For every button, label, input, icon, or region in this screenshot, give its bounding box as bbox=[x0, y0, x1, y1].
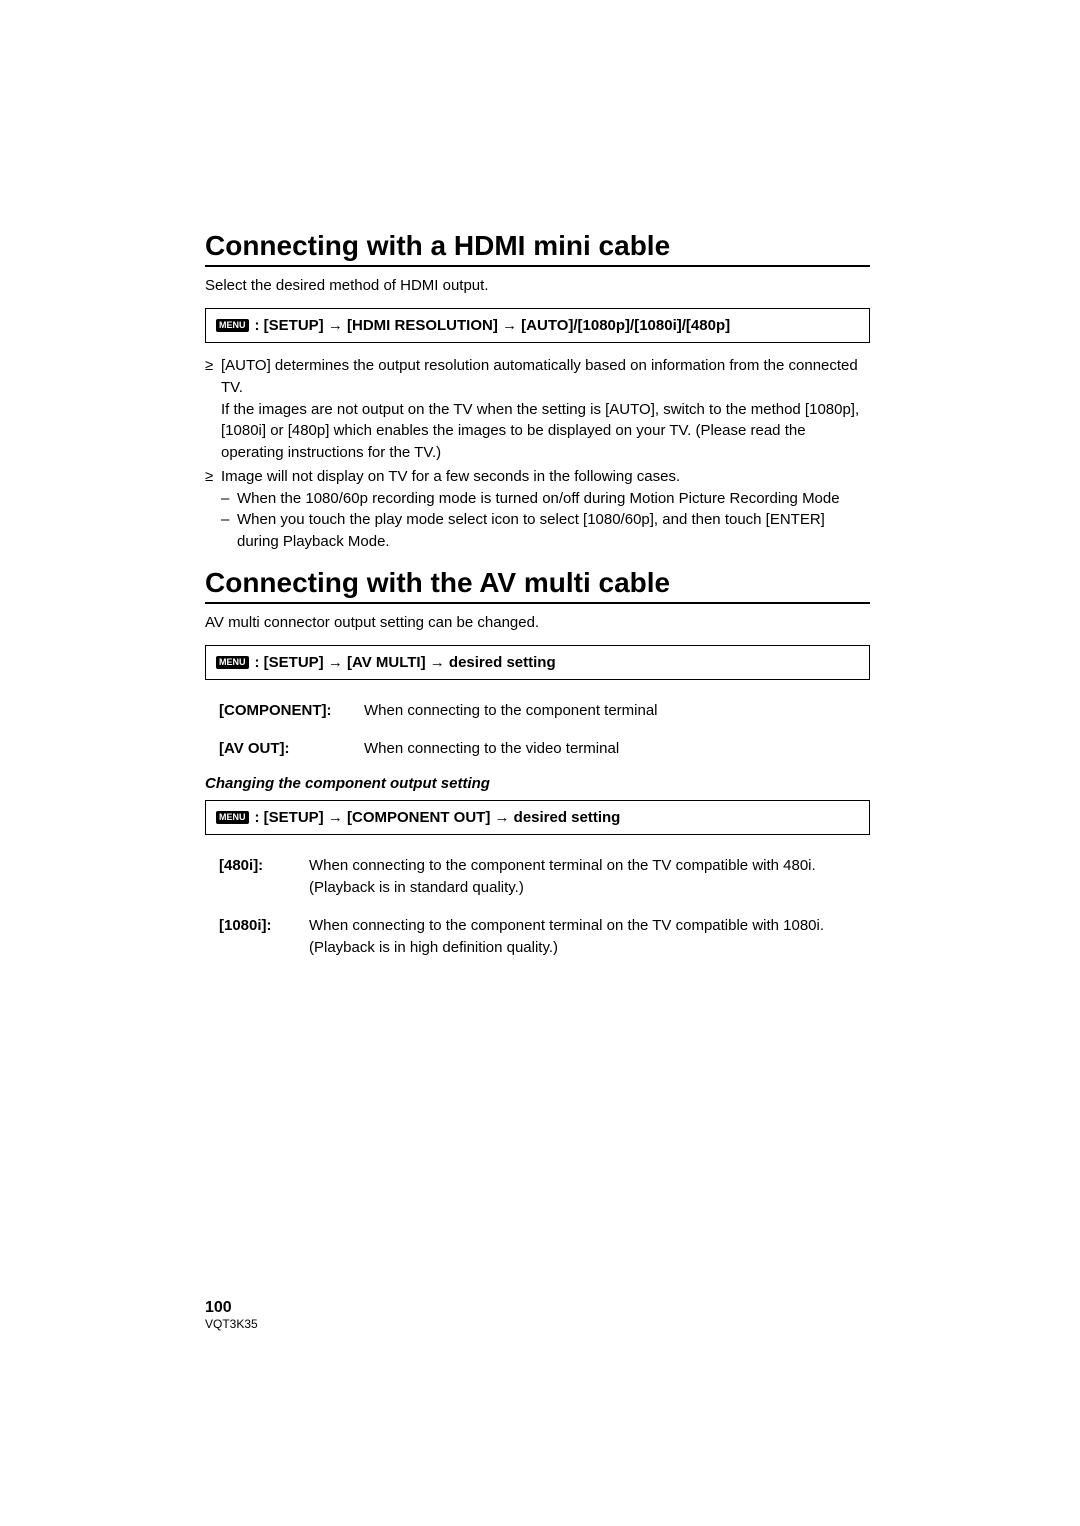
component-options-table: [480i]: When connecting to the component… bbox=[205, 847, 870, 966]
option-label: [1080i]: bbox=[219, 915, 309, 959]
bullet-text: Image will not display on TV for a few s… bbox=[221, 468, 680, 485]
option-row: [AV OUT]: When connecting to the video t… bbox=[205, 730, 870, 768]
component-sub-heading: Changing the component output setting bbox=[205, 775, 870, 792]
hdmi-menu-path: : [SETUP] → [HDMI RESOLUTION] → [AUTO]/[… bbox=[255, 317, 731, 334]
av-options-table: [COMPONENT]: When connecting to the comp… bbox=[205, 692, 870, 768]
option-desc: When connecting to the component termina… bbox=[364, 700, 860, 722]
hdmi-menu-box: MENU : [SETUP] → [HDMI RESOLUTION] → [AU… bbox=[205, 308, 870, 343]
bullet-item: Image will not display on TV for a few s… bbox=[205, 466, 870, 553]
sub-bullet-item: When you touch the play mode select icon… bbox=[221, 509, 870, 553]
option-label: [COMPONENT]: bbox=[219, 700, 364, 722]
av-menu-box: MENU : [SETUP] → [AV MULTI] → desired se… bbox=[205, 645, 870, 680]
component-menu-box: MENU : [SETUP] → [COMPONENT OUT] → desir… bbox=[205, 800, 870, 835]
option-label: [AV OUT]: bbox=[219, 738, 364, 760]
hdmi-section-heading: Connecting with a HDMI mini cable bbox=[205, 230, 870, 267]
option-desc: When connecting to the video terminal bbox=[364, 738, 860, 760]
sub-bullet-list: When the 1080/60p recording mode is turn… bbox=[221, 488, 870, 553]
component-menu-path: : [SETUP] → [COMPONENT OUT] → desired se… bbox=[255, 809, 621, 826]
sub-bullet-item: When the 1080/60p recording mode is turn… bbox=[221, 488, 870, 510]
hdmi-intro-text: Select the desired method of HDMI output… bbox=[205, 277, 870, 294]
bullet-text: [AUTO] determines the output resolution … bbox=[221, 357, 859, 461]
option-desc: When connecting to the component termina… bbox=[309, 855, 860, 899]
menu-badge-icon: MENU bbox=[216, 319, 249, 332]
option-row: [480i]: When connecting to the component… bbox=[205, 847, 870, 907]
option-desc: When connecting to the component termina… bbox=[309, 915, 860, 959]
page-footer: 100 VQT3K35 bbox=[205, 1299, 258, 1331]
hdmi-bullet-list: [AUTO] determines the output resolution … bbox=[205, 355, 870, 553]
av-menu-path: : [SETUP] → [AV MULTI] → desired setting bbox=[255, 654, 556, 671]
bullet-item: [AUTO] determines the output resolution … bbox=[205, 355, 870, 464]
menu-badge-icon: MENU bbox=[216, 656, 249, 669]
option-label: [480i]: bbox=[219, 855, 309, 899]
page-number: 100 bbox=[205, 1299, 258, 1317]
document-id: VQT3K35 bbox=[205, 1317, 258, 1331]
av-intro-text: AV multi connector output setting can be… bbox=[205, 614, 870, 631]
av-section-heading: Connecting with the AV multi cable bbox=[205, 567, 870, 604]
option-row: [COMPONENT]: When connecting to the comp… bbox=[205, 692, 870, 730]
option-row: [1080i]: When connecting to the componen… bbox=[205, 907, 870, 967]
menu-badge-icon: MENU bbox=[216, 811, 249, 824]
